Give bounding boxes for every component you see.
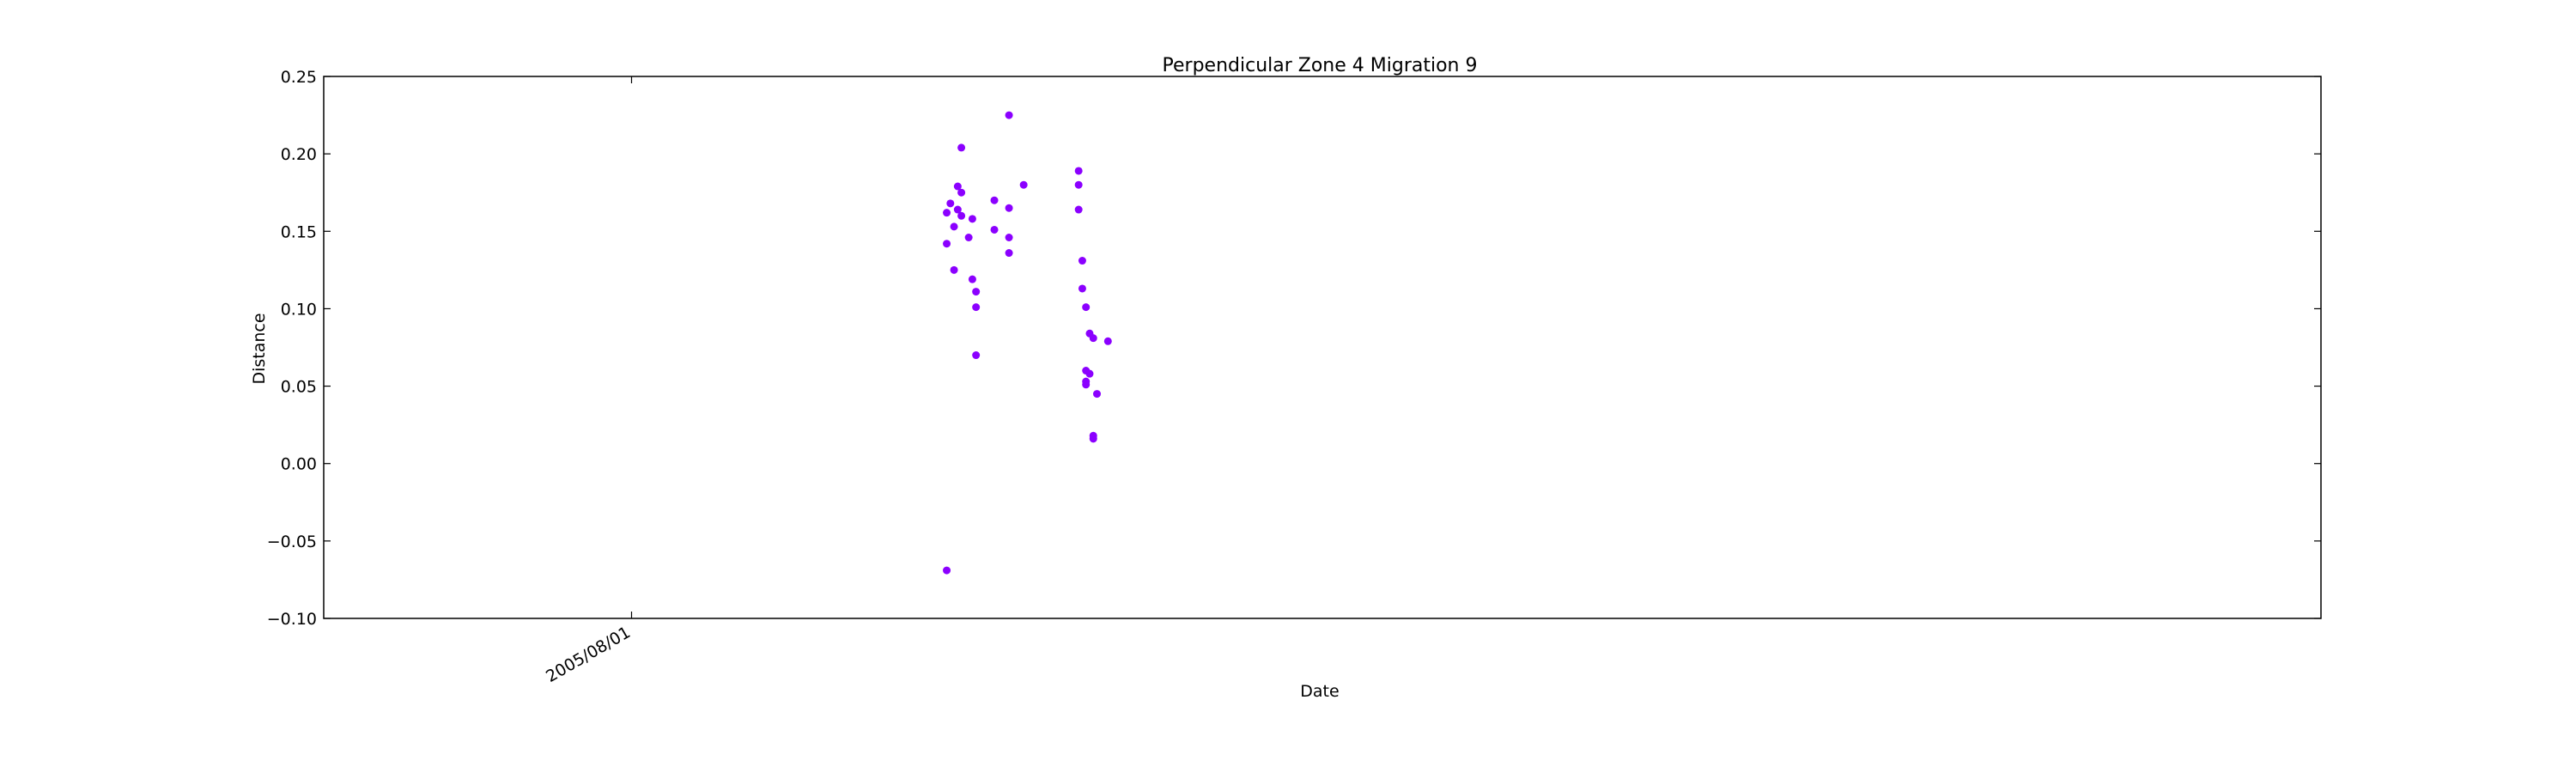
data-point bbox=[972, 351, 981, 360]
y-tick-label: 0.05 bbox=[281, 378, 317, 397]
data-point bbox=[990, 196, 999, 204]
data-point bbox=[1074, 205, 1083, 214]
x-axis-label: Date bbox=[1300, 682, 1339, 701]
y-tick-label: 0.20 bbox=[281, 145, 317, 164]
y-tick-label: −0.05 bbox=[267, 533, 317, 551]
data-point bbox=[1005, 249, 1013, 258]
data-point bbox=[1078, 284, 1086, 293]
data-point bbox=[990, 225, 999, 234]
data-point bbox=[968, 215, 976, 223]
data-point bbox=[1074, 180, 1083, 189]
data-point bbox=[1019, 180, 1028, 189]
plot-frame bbox=[323, 76, 2322, 619]
data-point bbox=[957, 211, 966, 220]
y-tick-label: 0.10 bbox=[281, 300, 317, 319]
data-point bbox=[957, 143, 966, 152]
data-point bbox=[1093, 390, 1102, 399]
data-point bbox=[1005, 111, 1013, 119]
data-point bbox=[1078, 257, 1086, 265]
data-point bbox=[943, 240, 951, 248]
data-point bbox=[1089, 334, 1097, 343]
data-point bbox=[1082, 380, 1091, 389]
plot-area: 0.250.200.150.100.050.00−0.05−0.102005/0… bbox=[267, 68, 2322, 686]
data-point bbox=[950, 265, 958, 274]
data-point bbox=[1085, 369, 1094, 378]
data-point bbox=[950, 222, 958, 231]
data-point bbox=[1005, 204, 1013, 212]
data-point bbox=[972, 288, 981, 296]
data-point bbox=[972, 303, 981, 312]
data-point bbox=[953, 182, 962, 191]
data-point bbox=[1089, 435, 1097, 443]
data-point bbox=[943, 209, 951, 217]
chart-title: Perpendicular Zone 4 Migration 9 bbox=[1163, 55, 1478, 76]
data-point bbox=[943, 566, 951, 575]
y-tick-label: 0.00 bbox=[281, 455, 317, 474]
data-point bbox=[1103, 337, 1112, 345]
data-point bbox=[964, 233, 973, 241]
data-point bbox=[1074, 167, 1083, 175]
y-tick-label: −0.10 bbox=[267, 610, 317, 629]
data-point bbox=[957, 188, 966, 197]
y-axis-label: Distance bbox=[250, 313, 269, 384]
data-point bbox=[953, 205, 962, 214]
y-tick-label: 0.25 bbox=[281, 68, 317, 87]
data-point bbox=[1082, 303, 1091, 312]
data-point bbox=[968, 275, 976, 283]
y-tick-label: 0.15 bbox=[281, 222, 317, 241]
data-point bbox=[1005, 233, 1013, 241]
data-point bbox=[946, 199, 955, 208]
